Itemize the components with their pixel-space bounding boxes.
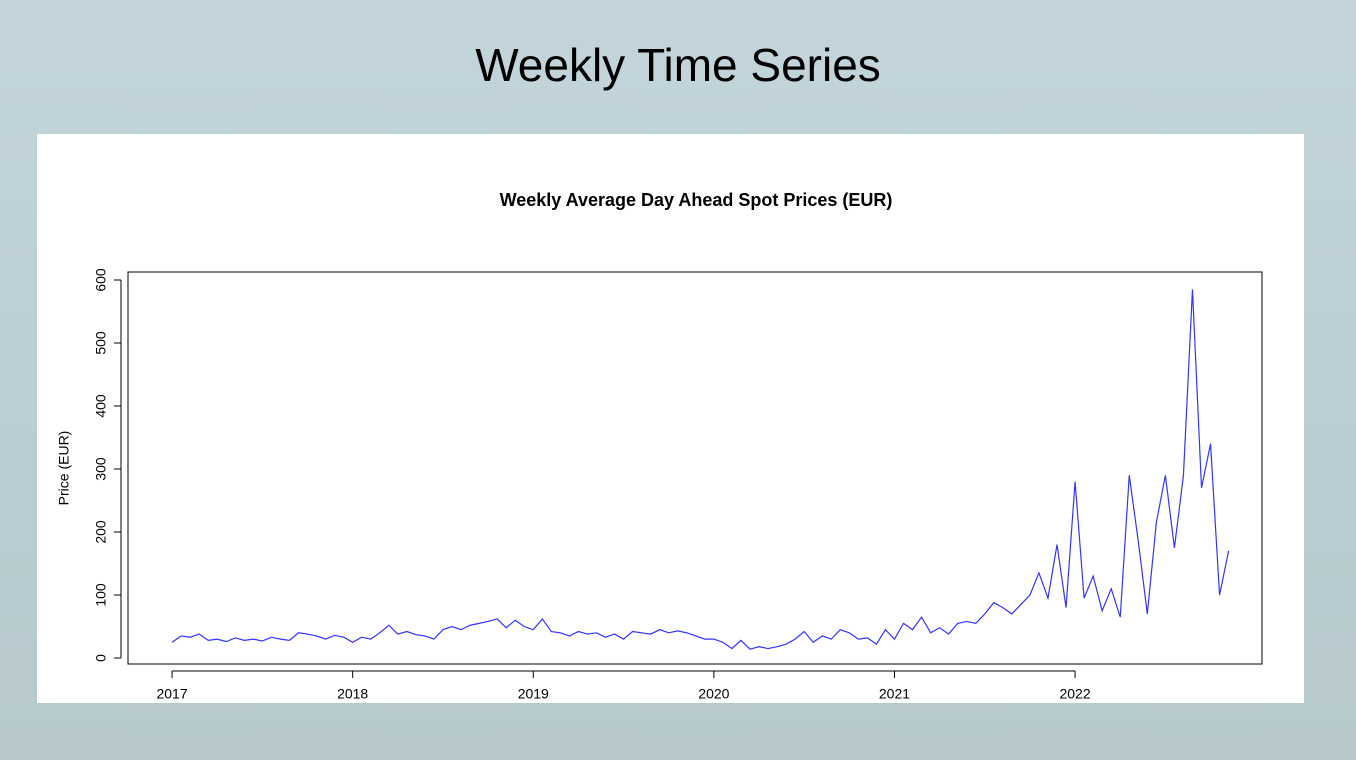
slide-title: Weekly Time Series [475,39,881,91]
y-tick-label: 100 [93,583,109,607]
chart: Weekly Average Day Ahead Spot Prices (EU… [56,190,1263,702]
x-tick-label: 2020 [698,686,729,702]
y-axis-label: Price (EUR) [56,431,72,506]
x-tick-label: 2018 [337,686,368,702]
y-tick-label: 0 [93,654,109,662]
plot-frame [127,271,1263,665]
y-tick-label: 200 [93,520,109,544]
y-tick-label: 500 [93,331,109,355]
x-tick-label: 2019 [518,686,549,702]
price-line [171,289,1230,650]
x-tick-label: 2017 [156,686,187,702]
chart-title: Weekly Average Day Ahead Spot Prices (EU… [500,190,893,210]
y-tick-label: 400 [93,394,109,418]
y-tick-label: 300 [93,457,109,481]
x-tick-label: 2022 [1059,686,1090,702]
x-tick-label: 2021 [879,686,910,702]
y-tick-label: 600 [93,268,109,292]
chart-panel: Weekly Average Day Ahead Spot Prices (EU… [37,134,1304,703]
